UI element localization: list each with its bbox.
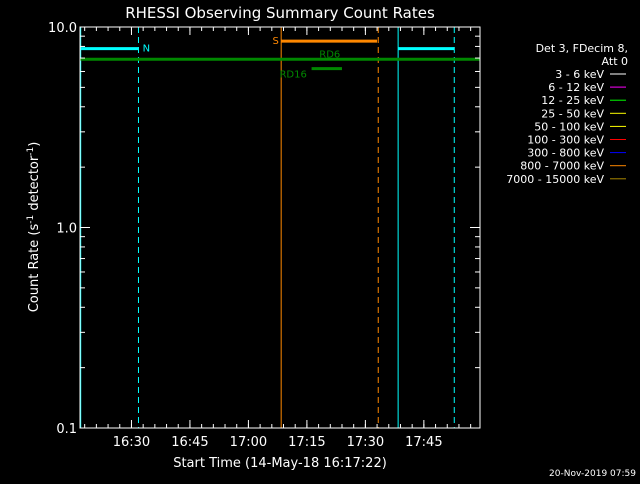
legend-item-label: 7000 - 15000 keV <box>506 173 604 186</box>
x-tick-label: 17:00 <box>230 435 267 450</box>
x-tick-label: 16:30 <box>113 435 150 450</box>
legend-header-line: Att 0 <box>602 55 628 68</box>
x-axis-label: Start Time (14-May-18 16:17:22) <box>173 456 387 471</box>
x-tick-label: 17:30 <box>347 435 384 450</box>
legend-item-label: 12 - 25 keV <box>541 94 604 107</box>
plot-layer: N S RD6 RD16 16:30 16:45 17:00 17:15 17:30 17:45 0… <box>48 21 481 450</box>
y-axis-label-mid: detector <box>27 155 42 215</box>
y-tick-label: 10.0 <box>48 21 77 36</box>
chart-title: RHESSI Observing Summary Count Rates <box>125 4 435 22</box>
flag-label-n: N <box>143 44 150 55</box>
legend-header-line: Det 3, FDecim 8, <box>536 42 628 55</box>
y-axis-label-sup1: -1 <box>26 215 36 224</box>
legend-item-label: 25 - 50 keV <box>541 107 604 120</box>
flag-label-rd16: RD16 <box>279 70 306 81</box>
y-axis-label-main: Count Rate (s <box>27 224 42 313</box>
timestamp: 20-Nov-2019 07:59 <box>549 469 636 479</box>
legend-item-label: 300 - 800 keV <box>527 147 604 160</box>
legend-item-label: 100 - 300 keV <box>527 134 604 147</box>
y-axis-label-sup2: -1 <box>26 147 36 156</box>
y-axis-label-end: ) <box>27 142 42 147</box>
x-tick-label: 17:45 <box>405 435 442 450</box>
y-tick-label: 1.0 <box>56 222 77 237</box>
legend-item-label: 3 - 6 keV <box>555 68 604 81</box>
flag-label-rd6: RD6 <box>319 49 340 60</box>
y-axis-label: Count Rate (s-1 detector-1) <box>26 142 42 313</box>
y-tick-label: 0.1 <box>56 422 77 437</box>
legend-item-label: 50 - 100 keV <box>534 120 604 133</box>
x-tick-label: 16:45 <box>171 435 208 450</box>
flag-label-s: S <box>272 36 278 47</box>
legend-item-label: 800 - 7000 keV <box>520 160 604 173</box>
x-tick-label: 17:15 <box>288 435 325 450</box>
legend-item-label: 6 - 12 keV <box>548 81 604 94</box>
